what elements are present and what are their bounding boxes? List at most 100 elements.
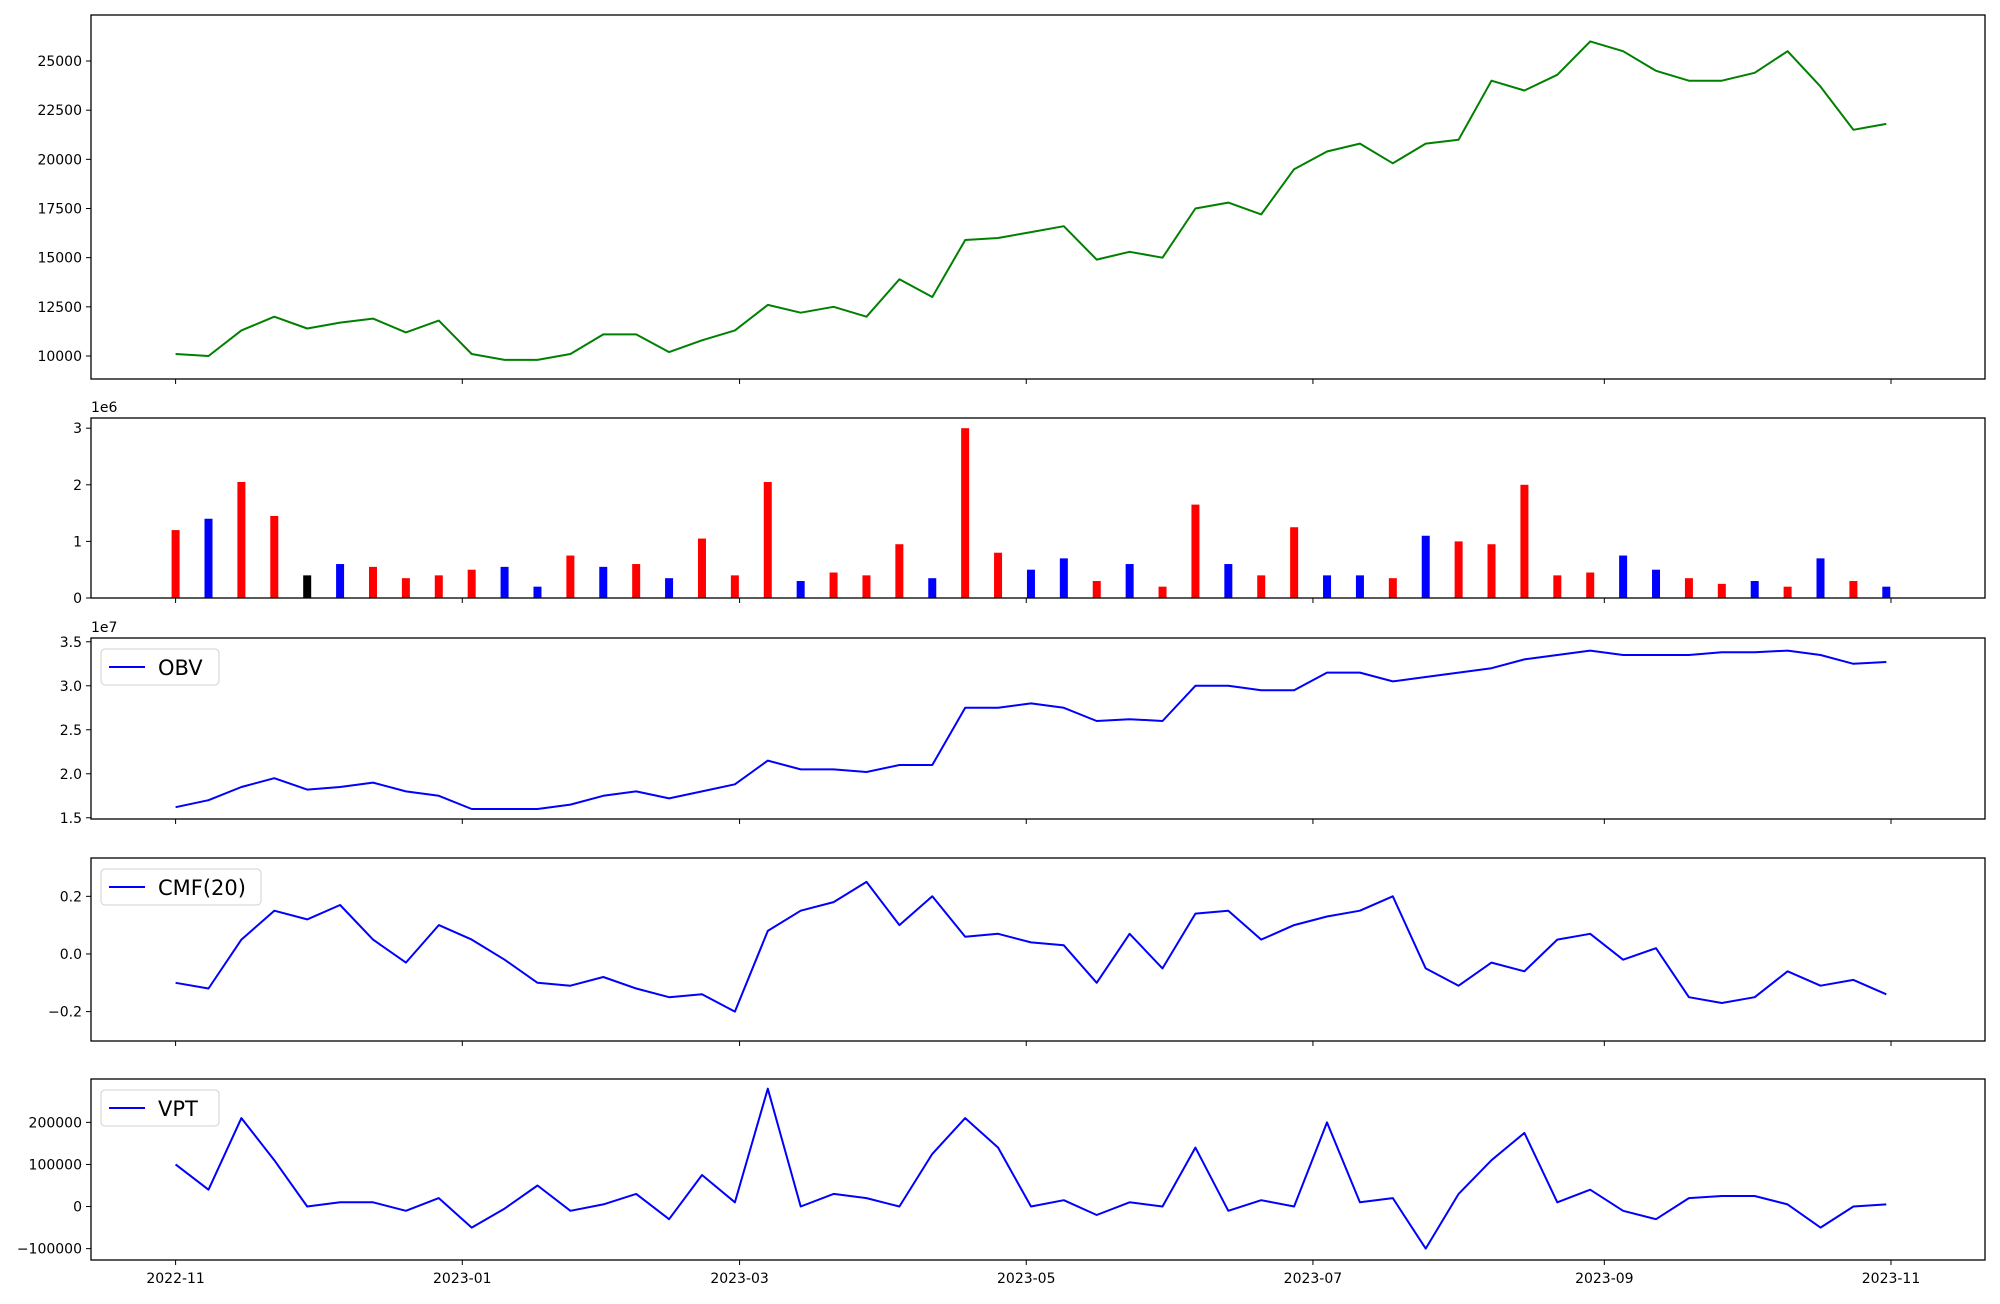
volume-bar: [1323, 575, 1331, 598]
volume-bar: [369, 567, 377, 598]
y-tick-label: 12500: [37, 300, 82, 316]
axis-offset-label: 1e7: [91, 620, 117, 636]
price-line: [176, 41, 1887, 360]
volume-bar: [204, 519, 212, 598]
y-tick-label: 3.5: [60, 635, 82, 651]
volume-bar: [1817, 558, 1825, 598]
x-tick-label: 2023-05: [997, 1271, 1056, 1287]
panel-price: 10000 12500 15000 17500 20000 22500 25000: [37, 15, 1985, 384]
volume-bar: [1784, 587, 1792, 598]
volume-bar: [533, 587, 541, 598]
volume-bar: [1685, 578, 1693, 598]
volume-bar: [961, 428, 969, 598]
panel-cmf: −0.2 0.0 0.2 CMF(20): [48, 858, 1985, 1046]
volume-bar: [1356, 575, 1364, 598]
volume-bar: [1520, 485, 1528, 598]
volume-bar: [402, 578, 410, 598]
volume-bar: [1553, 575, 1561, 598]
y-tick-label: 0.0: [60, 947, 82, 963]
y-tick-label: 100000: [29, 1157, 82, 1173]
volume-bar: [1027, 570, 1035, 598]
volume-bar: [797, 581, 805, 598]
axes-frame: [91, 858, 1985, 1041]
y-tick-label: 1.5: [60, 811, 82, 827]
y-tick-label: 3.0: [60, 679, 82, 695]
y-tick-label: 10000: [37, 349, 82, 365]
y-tick-label: −0.2: [48, 1005, 82, 1021]
y-tick-label: 0.2: [60, 889, 82, 905]
volume-bar: [1159, 587, 1167, 598]
volume-bar: [501, 567, 509, 598]
volume-bar: [1652, 570, 1660, 598]
y-tick-label: 25000: [37, 54, 82, 70]
axes-frame: [91, 15, 1985, 379]
volume-bar: [1751, 581, 1759, 598]
volume-bar: [731, 575, 739, 598]
volume-bar: [1882, 587, 1890, 598]
x-tick-label: 2023-07: [1284, 1271, 1343, 1287]
volume-bar: [468, 570, 476, 598]
volume-bar: [895, 544, 903, 598]
x-tick-label: 2022-11: [146, 1271, 205, 1287]
volume-bar: [1093, 581, 1101, 598]
x-tick-label: 2023-03: [710, 1271, 769, 1287]
panel-vpt: −100000 0 100000 200000 VPT 2022-11 2023-01 202…: [17, 1079, 1985, 1287]
volume-bar: [1488, 544, 1496, 598]
axes-frame: [91, 638, 1985, 819]
y-tick-label: 200000: [29, 1115, 82, 1131]
volume-bar: [1619, 556, 1627, 598]
volume-bar: [336, 564, 344, 598]
axes-frame: [91, 1079, 1985, 1260]
y-tick-label: 0: [73, 591, 82, 607]
x-tick-label: 2023-11: [1862, 1271, 1921, 1287]
legend: VPT: [101, 1090, 219, 1126]
volume-bar: [172, 530, 180, 598]
y-tick-label: 3: [73, 421, 82, 437]
volume-bar: [566, 556, 574, 598]
volume-bar: [1191, 505, 1199, 598]
y-tick-label: 2.5: [60, 723, 82, 739]
volume-bar: [862, 575, 870, 598]
x-tick-label: 2023-09: [1575, 1271, 1634, 1287]
volume-bar: [1290, 527, 1298, 598]
volume-bar: [1586, 573, 1594, 598]
y-tick-label: −100000: [17, 1242, 82, 1258]
obv-line: [176, 651, 1887, 809]
volume-bar: [764, 482, 772, 598]
x-tick-label: 2023-01: [433, 1271, 492, 1287]
legend-label: OBV: [158, 656, 203, 680]
volume-bar: [1718, 584, 1726, 598]
volume-bar: [1257, 575, 1265, 598]
volume-bar: [270, 516, 278, 598]
vpt-line: [176, 1089, 1887, 1249]
legend-label: CMF(20): [158, 876, 246, 900]
y-tick-label: 22500: [37, 103, 82, 119]
y-tick-label: 17500: [37, 202, 82, 218]
axis-offset-label: 1e6: [91, 400, 118, 416]
y-tick-label: 20000: [37, 152, 82, 168]
volume-bar: [665, 578, 673, 598]
volume-bar: [698, 539, 706, 598]
volume-bar: [632, 564, 640, 598]
y-tick-label: 0: [73, 1200, 82, 1216]
y-tick-label: 15000: [37, 251, 82, 267]
volume-bar: [1849, 581, 1857, 598]
legend: CMF(20): [101, 869, 261, 905]
volume-bar: [1224, 564, 1232, 598]
legend: OBV: [101, 649, 219, 685]
volume-bar: [1389, 578, 1397, 598]
y-tick-label: 2: [73, 478, 82, 494]
volume-bar: [1126, 564, 1134, 598]
volume-bar: [1422, 536, 1430, 598]
volume-bar: [237, 482, 245, 598]
legend-label: VPT: [158, 1097, 198, 1121]
volume-bar: [830, 573, 838, 598]
volume-bar: [994, 553, 1002, 598]
volume-bar: [435, 575, 443, 598]
volume-bar: [1455, 541, 1463, 598]
volume-bar: [303, 575, 311, 598]
volume-bar: [1060, 558, 1068, 598]
